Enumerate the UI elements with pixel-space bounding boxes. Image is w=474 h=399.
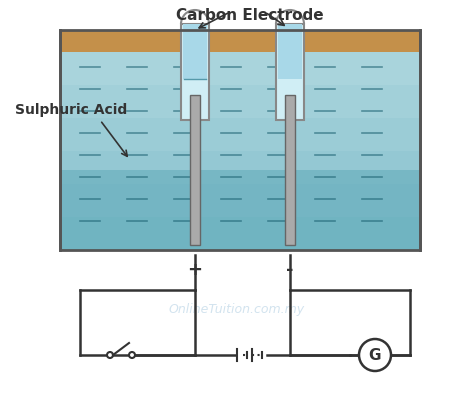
Polygon shape <box>60 217 420 250</box>
Polygon shape <box>60 184 420 217</box>
Polygon shape <box>276 24 304 120</box>
Circle shape <box>129 352 135 358</box>
Text: Sulphuric Acid: Sulphuric Acid <box>15 103 127 117</box>
Text: G: G <box>369 348 381 363</box>
Polygon shape <box>278 24 302 79</box>
Text: +: + <box>188 261 202 279</box>
Text: -: - <box>286 261 294 279</box>
Polygon shape <box>183 24 207 79</box>
Polygon shape <box>60 30 420 52</box>
Text: Carbon Electrode: Carbon Electrode <box>176 8 324 23</box>
Polygon shape <box>190 95 200 245</box>
Text: OnlineTuition.com.my: OnlineTuition.com.my <box>169 304 305 316</box>
Polygon shape <box>60 52 420 85</box>
Polygon shape <box>60 52 420 250</box>
Polygon shape <box>181 24 209 120</box>
Circle shape <box>107 352 113 358</box>
Polygon shape <box>285 95 295 245</box>
Circle shape <box>359 339 391 371</box>
Polygon shape <box>60 151 420 184</box>
Polygon shape <box>60 85 420 118</box>
Polygon shape <box>60 170 420 250</box>
Polygon shape <box>60 118 420 151</box>
